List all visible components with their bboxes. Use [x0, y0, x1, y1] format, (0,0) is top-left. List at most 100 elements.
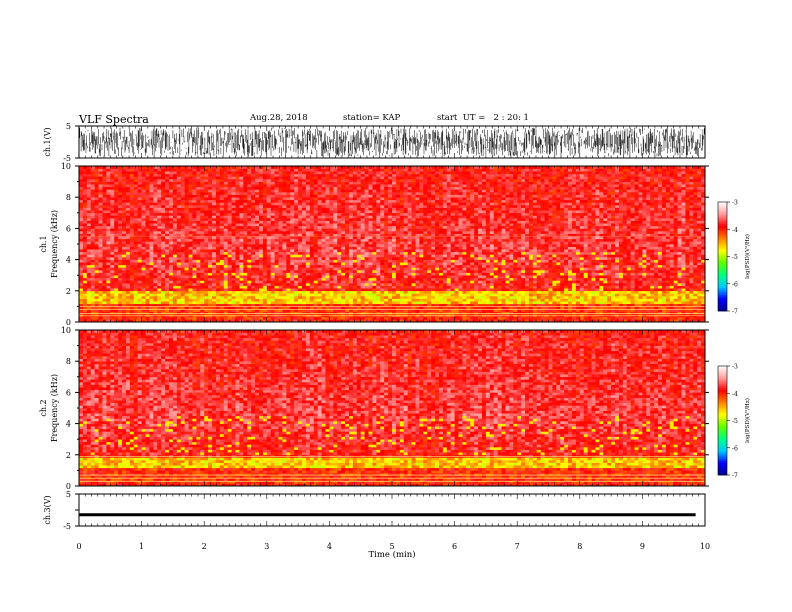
sp1-cell — [118, 267, 123, 271]
sp1-cell — [133, 319, 138, 323]
sp1-cell — [157, 233, 162, 237]
sp1-cell — [290, 236, 295, 240]
sp1-cell — [294, 205, 299, 208]
sp1-cell — [82, 218, 88, 221]
sp1-cell — [309, 207, 315, 211]
sp1-cell — [180, 285, 185, 289]
sp1-cell — [302, 197, 307, 201]
sp1-cell — [345, 272, 350, 276]
sp1-cell — [313, 316, 318, 320]
sp1-cell — [290, 267, 295, 271]
sp1-cell — [247, 171, 252, 175]
sp1-cell — [172, 202, 178, 206]
sp1-cell — [384, 192, 389, 195]
sp1-cell — [345, 207, 350, 211]
sp1-cell — [384, 249, 389, 253]
sp1-cell — [192, 220, 197, 224]
sp1-cell — [79, 181, 84, 185]
sp1-cell — [384, 212, 389, 216]
sp1-cell — [141, 228, 146, 232]
sp1-cell — [384, 316, 389, 320]
sp1-cell — [141, 168, 146, 172]
sp1-cell — [79, 244, 84, 247]
sp1-cell — [168, 199, 174, 203]
sp1-cell — [86, 231, 92, 234]
sp1-cell — [137, 199, 142, 203]
sp1-cell — [258, 236, 264, 240]
sp1-cell — [110, 272, 115, 276]
sp1-cell — [309, 296, 315, 299]
sp1-cell — [290, 205, 295, 208]
sp1-cell — [82, 277, 88, 281]
sp1-cell — [290, 202, 295, 206]
sp1-cell — [200, 218, 205, 221]
sp1-cell — [192, 303, 197, 307]
sp1-cell — [223, 251, 228, 255]
sp1-cell — [153, 264, 158, 268]
sp1-cell — [157, 262, 162, 266]
sp1-cell — [184, 288, 189, 292]
sp1-cell — [333, 199, 338, 203]
sp1-cell — [294, 275, 299, 279]
sp1-cell — [165, 259, 170, 263]
sp1-cell — [215, 218, 221, 221]
sp1-cell — [321, 257, 326, 260]
sp1-cell — [368, 220, 373, 224]
sp1-cell — [219, 309, 225, 312]
sp1-cell — [251, 168, 256, 172]
sp1-cell — [106, 280, 111, 284]
sp1-cell — [262, 212, 268, 216]
sp1-cell — [204, 267, 209, 271]
sp1-cell — [204, 233, 209, 237]
sp1-cell — [200, 233, 205, 237]
sp1-cell — [122, 264, 127, 268]
sp1-cell — [247, 181, 252, 185]
sp1-cell — [364, 186, 369, 190]
sp1-cell — [188, 306, 193, 310]
sp1-cell — [239, 285, 244, 289]
sp1-cell — [137, 283, 142, 286]
sp1-cell — [380, 205, 385, 208]
sp1-cell — [309, 233, 315, 237]
sp1-cell — [208, 309, 213, 312]
sp1-cell — [298, 296, 303, 299]
sp1-cell — [364, 275, 369, 279]
sp1-cell — [137, 316, 142, 320]
sp1-cell — [204, 283, 209, 286]
sp1-cell — [372, 283, 377, 286]
sp1-cell — [145, 257, 150, 260]
sp1-cell — [309, 215, 315, 219]
sp1-cell — [325, 290, 330, 294]
sp1-cell — [165, 319, 170, 323]
sp1-cell — [341, 270, 346, 273]
sp1-cell — [384, 241, 389, 245]
sp1-cell — [262, 270, 268, 273]
sp1-cell — [184, 184, 189, 188]
sp1-cell — [223, 259, 228, 263]
sp1-cell — [313, 259, 318, 263]
sp1-cell — [360, 277, 365, 281]
sp1-cell — [192, 316, 197, 320]
sp1-cell — [356, 272, 361, 276]
sp1-cell — [302, 298, 307, 302]
sp1-cell — [219, 301, 225, 305]
sp1-cell — [82, 296, 88, 299]
sp1-cell — [98, 301, 103, 305]
sp1-cell — [118, 218, 123, 221]
sp1-cell — [172, 210, 178, 214]
sp1-cell — [161, 189, 166, 193]
sp1-cell — [196, 244, 201, 247]
sp1-cell — [352, 166, 358, 169]
sp1-cell — [309, 223, 315, 227]
sp1-cell — [274, 309, 279, 312]
sp1-cell — [356, 290, 361, 294]
sp1-cell — [325, 173, 330, 177]
sp1-cell — [345, 228, 350, 232]
sp1-cell — [388, 249, 393, 253]
sp1-cell — [360, 241, 365, 245]
sp1-cell — [341, 194, 346, 198]
sp1-cell — [196, 207, 201, 211]
sp1-cell — [141, 280, 146, 284]
sp1-cell — [223, 225, 228, 229]
sp1-cell — [79, 257, 84, 260]
